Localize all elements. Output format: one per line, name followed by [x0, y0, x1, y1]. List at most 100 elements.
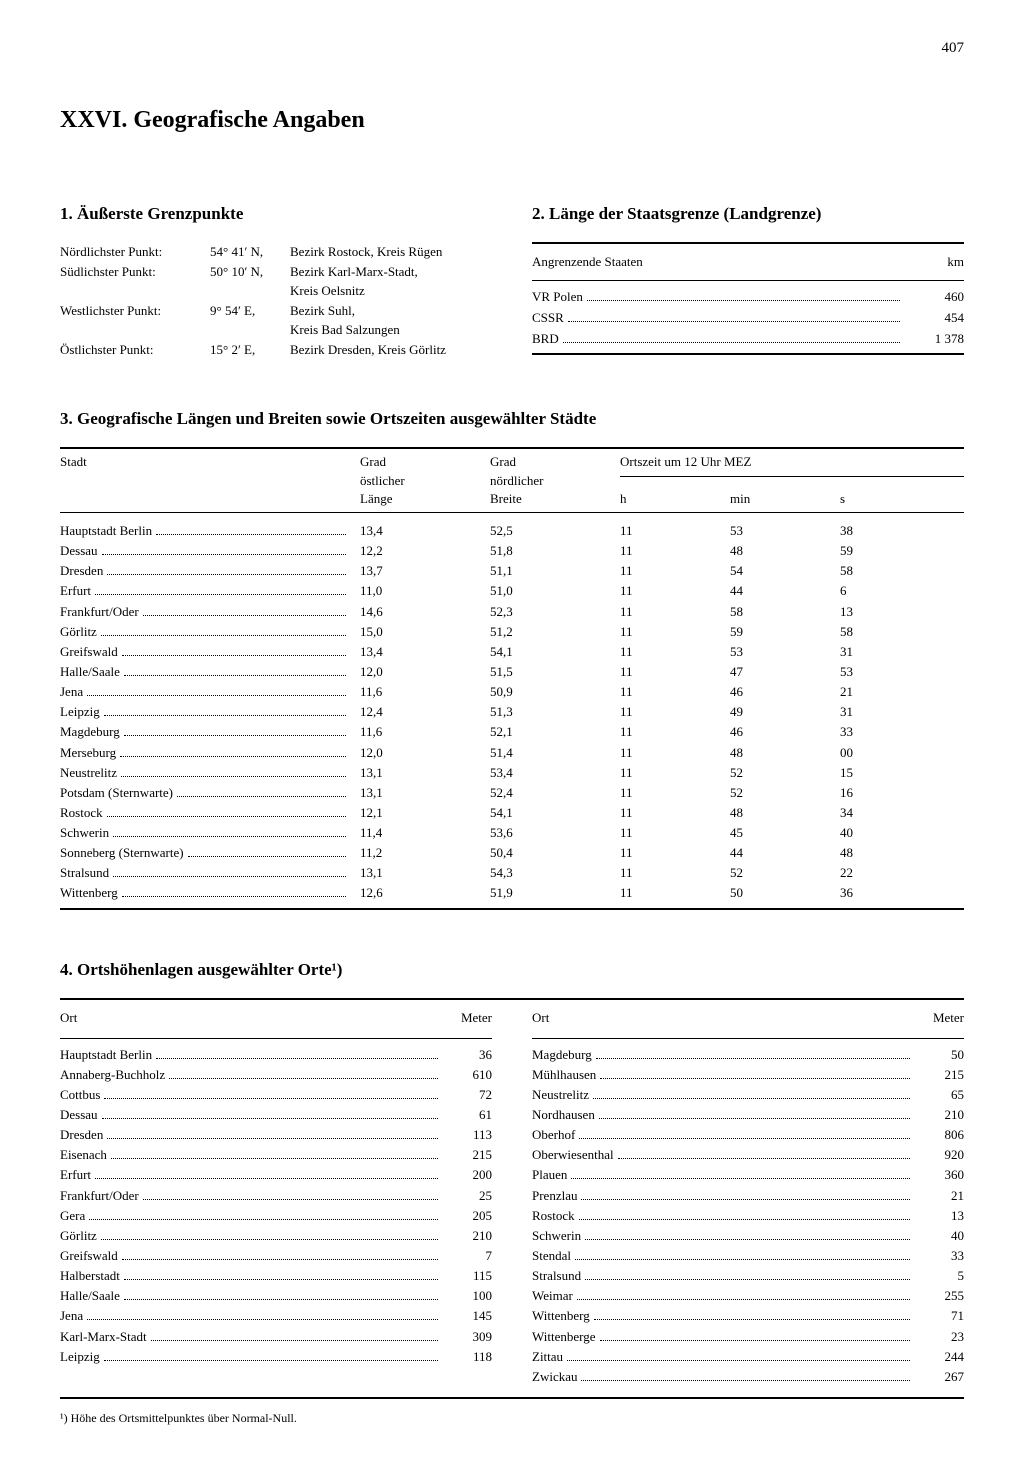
city-row: Sonneberg (Sternwarte)11,250,4114448	[60, 843, 964, 863]
section-1-heading: 1. Äußerste Grenzpunkte	[60, 204, 492, 224]
place-name: Greifswald	[60, 1246, 118, 1266]
city-latitude: 52,4	[490, 783, 620, 803]
grenzpunkt-coord: 54° 41′ N,	[210, 242, 290, 262]
col-h: h	[620, 490, 730, 508]
place-name: Halle/Saale	[60, 1286, 120, 1306]
city-longitude: 13,1	[360, 863, 490, 883]
leader-dots	[581, 1199, 910, 1200]
leader-dots	[594, 1319, 910, 1320]
leader-dots	[188, 856, 346, 857]
rule	[532, 280, 964, 281]
col-staaten: Angrenzende Staaten	[532, 254, 904, 270]
city-min: 59	[730, 622, 840, 642]
leader-dots	[600, 1340, 911, 1341]
city-row: Dresden13,751,1115458	[60, 561, 964, 581]
rule	[532, 242, 964, 244]
col-laenge-l1: Grad	[360, 453, 490, 471]
leader-dots	[593, 1098, 910, 1099]
city-name: Sonneberg (Sternwarte)	[60, 843, 184, 863]
city-latitude: 50,9	[490, 682, 620, 702]
city-row: Greifswald13,454,1115331	[60, 642, 964, 662]
city-latitude: 51,4	[490, 743, 620, 763]
place-elevation: 100	[442, 1286, 492, 1306]
place-elevation: 200	[442, 1165, 492, 1185]
leader-dots	[124, 1299, 438, 1300]
rule	[60, 447, 964, 449]
city-row: Wittenberg12,651,9115036	[60, 883, 964, 903]
elevation-row: Halle/Saale 100	[60, 1286, 492, 1306]
leader-dots	[104, 1098, 438, 1099]
city-min: 44	[730, 581, 840, 601]
place-name: Plauen	[532, 1165, 567, 1185]
city-name: Stralsund	[60, 863, 109, 883]
city-hour: 11	[620, 843, 730, 863]
leader-dots	[124, 735, 346, 736]
place-elevation: 33	[914, 1246, 964, 1266]
city-sec: 40	[840, 823, 964, 843]
grenzpunkt-label: Östlichster Punkt:	[60, 340, 210, 360]
leader-dots	[95, 594, 346, 595]
elevation-row: Oberhof806	[532, 1125, 964, 1145]
city-row: Görlitz15,051,2115958	[60, 622, 964, 642]
place-name: Wittenberg	[532, 1306, 590, 1326]
place-name: Cottbus	[60, 1085, 100, 1105]
city-hour: 11	[620, 763, 730, 783]
place-elevation: 113	[442, 1125, 492, 1145]
place-name: Leipzig	[60, 1347, 100, 1367]
city-longitude: 11,0	[360, 581, 490, 601]
grenzpunkt-row: Kreis Bad Salzungen	[60, 320, 492, 340]
leader-dots	[120, 756, 346, 757]
leader-dots	[568, 321, 900, 322]
rule	[60, 908, 964, 910]
leader-dots	[151, 1340, 438, 1341]
elevation-row: Oberwiesenthal920	[532, 1145, 964, 1165]
footnote: ¹) Höhe des Ortsmittelpunktes über Norma…	[60, 1411, 964, 1426]
leader-dots	[107, 1138, 438, 1139]
grenzpunkt-location: Bezirk Rostock, Kreis Rügen	[290, 242, 492, 262]
leader-dots	[585, 1239, 910, 1240]
elevation-row: Prenzlau21	[532, 1186, 964, 1206]
section-4-right-header: Ort Meter	[532, 1004, 964, 1034]
elevation-row: Frankfurt/Oder25	[60, 1186, 492, 1206]
elevation-row: Magdeburg50	[532, 1045, 964, 1065]
elevation-row: Annaberg-Buchholz610	[60, 1065, 492, 1085]
leader-dots	[618, 1158, 910, 1159]
elevation-row: Dessau61	[60, 1105, 492, 1125]
city-min: 46	[730, 722, 840, 742]
city-longitude: 14,6	[360, 602, 490, 622]
city-min: 50	[730, 883, 840, 903]
elevation-row: Wittenberge23	[532, 1327, 964, 1347]
city-name: Halle/Saale	[60, 662, 120, 682]
grenzpunkt-label: Südlichster Punkt:	[60, 262, 210, 282]
grenzpunkte-list: Nördlichster Punkt:54° 41′ N,Bezirk Rost…	[60, 242, 492, 359]
city-min: 52	[730, 863, 840, 883]
city-name: Schwerin	[60, 823, 109, 843]
grenzpunkt-label	[60, 281, 210, 301]
col-breite-l1: Grad	[490, 453, 620, 471]
city-longitude: 13,1	[360, 763, 490, 783]
city-min: 58	[730, 602, 840, 622]
leader-dots	[156, 1058, 438, 1059]
city-hour: 11	[620, 521, 730, 541]
leader-dots	[600, 1078, 910, 1079]
section-2-header: Angrenzende Staaten km	[532, 248, 964, 276]
city-hour: 11	[620, 863, 730, 883]
city-name: Frankfurt/Oder	[60, 602, 139, 622]
leader-dots	[101, 1239, 438, 1240]
city-sec: 13	[840, 602, 964, 622]
leader-dots	[599, 1118, 910, 1119]
leader-dots	[107, 816, 346, 817]
city-row: Potsdam (Sternwarte)13,152,4115216	[60, 783, 964, 803]
place-name: Gera	[60, 1206, 85, 1226]
city-sec: 6	[840, 581, 964, 601]
city-longitude: 12,2	[360, 541, 490, 561]
city-longitude: 12,6	[360, 883, 490, 903]
section-2-body: VR Polen460CSSR454BRD1 378	[532, 287, 964, 349]
place-name: Stendal	[532, 1246, 571, 1266]
city-min: 53	[730, 521, 840, 541]
leader-dots	[87, 1319, 438, 1320]
city-latitude: 52,5	[490, 521, 620, 541]
city-name: Hauptstadt Berlin	[60, 521, 152, 541]
city-longitude: 12,1	[360, 803, 490, 823]
city-min: 45	[730, 823, 840, 843]
